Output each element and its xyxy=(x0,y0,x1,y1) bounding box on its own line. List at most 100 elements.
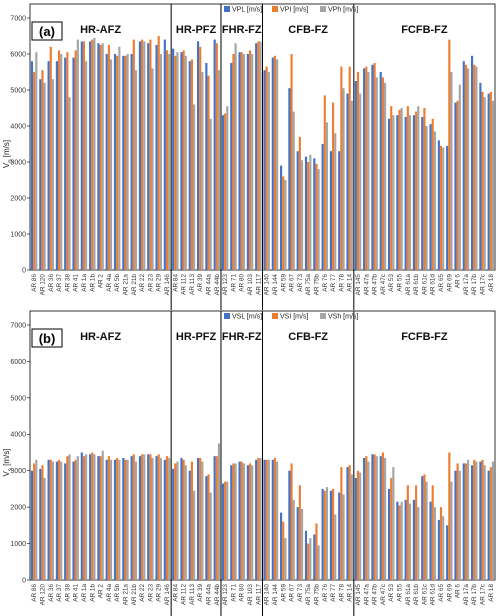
y-tick-label: 2000 xyxy=(10,195,26,202)
x-tick-label: AR 123 xyxy=(222,584,229,606)
y-tick-label: 5000 xyxy=(10,87,26,94)
bar xyxy=(130,456,133,580)
x-tick-label: AR 61a xyxy=(405,274,412,296)
bar xyxy=(157,454,160,580)
bar xyxy=(134,461,138,580)
bar xyxy=(132,39,135,270)
zone-label: FHR-FZ xyxy=(222,24,262,36)
bar xyxy=(155,45,158,270)
x-tick-label: AR 44b xyxy=(214,274,221,296)
bar xyxy=(292,111,295,270)
bar xyxy=(143,41,146,271)
bar xyxy=(448,452,451,580)
bar xyxy=(356,72,360,270)
bar xyxy=(221,483,225,580)
x-tick-label: AR 112 xyxy=(181,274,188,295)
bar xyxy=(172,48,175,270)
bar xyxy=(332,488,335,580)
x-tick-label: AR 69 xyxy=(446,584,453,602)
chart-panel-a: 0 1000 2000 3000 4000 5000 6000 7000 Vp [m/s] HR-… xyxy=(2,3,496,310)
x-tick-label: AR 112 xyxy=(181,584,188,605)
bar xyxy=(74,50,77,271)
bar xyxy=(267,459,270,580)
bar xyxy=(118,459,121,580)
bar xyxy=(246,54,249,270)
bar xyxy=(97,456,100,580)
bar xyxy=(483,465,486,580)
x-tick-label: AR 1b xyxy=(89,274,96,292)
bar xyxy=(280,512,283,580)
bar xyxy=(464,463,468,580)
bar xyxy=(66,52,69,271)
legend-label: VPI [m/s] xyxy=(280,7,308,14)
bar xyxy=(406,106,409,270)
bar xyxy=(109,459,113,580)
zone-label: HR-PFZ xyxy=(176,24,217,36)
x-tick-label: AR 4a xyxy=(106,584,113,602)
bar xyxy=(334,133,337,270)
bar xyxy=(263,459,266,580)
bar xyxy=(248,463,252,580)
bar xyxy=(298,485,301,580)
bar xyxy=(296,151,299,270)
bar xyxy=(489,91,492,270)
bar xyxy=(168,457,171,580)
bar xyxy=(49,459,52,580)
bar xyxy=(408,115,412,270)
x-tick-label: AR 113 xyxy=(189,274,196,295)
zone-label: FHR-FZ xyxy=(222,331,262,343)
x-tick-label: AR 75a xyxy=(305,274,312,296)
x-tick-label: AR 38 xyxy=(64,274,71,292)
bar xyxy=(298,136,301,270)
bar xyxy=(383,457,387,580)
x-tick-label: AR 59 xyxy=(280,584,287,602)
x-tick-label: AR 61a xyxy=(405,584,412,606)
bar xyxy=(396,501,399,580)
bar xyxy=(74,459,77,580)
bar xyxy=(93,37,96,270)
zone-label: HR-AFZ xyxy=(80,24,121,36)
bar xyxy=(130,54,133,270)
bar xyxy=(379,456,382,580)
bar xyxy=(379,72,382,270)
bar xyxy=(332,102,335,270)
bar xyxy=(464,64,468,270)
legend-label: VSI [m/s] xyxy=(280,314,308,321)
x-tick-label: AR 47a xyxy=(363,274,370,296)
x-tick-label: AR 78 xyxy=(338,584,345,602)
x-tick-label: AR 61d xyxy=(430,274,437,296)
bar xyxy=(371,454,374,580)
bar xyxy=(421,117,424,270)
bar xyxy=(346,467,349,580)
x-tick-label: AR 103 xyxy=(247,584,254,606)
bar xyxy=(473,459,476,580)
bar xyxy=(342,88,345,270)
bar xyxy=(309,538,312,580)
bar xyxy=(321,144,324,270)
bar xyxy=(390,106,393,270)
bar xyxy=(155,456,158,580)
x-tick-label: AR 117 xyxy=(255,274,262,295)
bar xyxy=(157,36,160,270)
x-tick-label: AR 47a xyxy=(363,584,370,606)
bar xyxy=(188,470,191,580)
bar xyxy=(259,457,262,580)
bar xyxy=(363,68,366,271)
bar xyxy=(47,61,50,271)
bar xyxy=(246,465,249,580)
bar xyxy=(174,55,177,270)
bar xyxy=(192,490,196,580)
x-tick-label: AR 146 xyxy=(164,584,171,606)
bar xyxy=(80,41,83,271)
bar xyxy=(138,41,142,271)
bar xyxy=(491,461,495,580)
x-tick-label: AR 17c xyxy=(480,273,487,295)
bar xyxy=(280,165,283,270)
bar xyxy=(240,461,243,580)
bar xyxy=(141,454,144,580)
bar xyxy=(122,457,125,580)
bar xyxy=(165,456,169,580)
bar xyxy=(282,176,285,270)
x-tick-label: AR 145 xyxy=(355,584,362,606)
bar xyxy=(180,457,183,580)
